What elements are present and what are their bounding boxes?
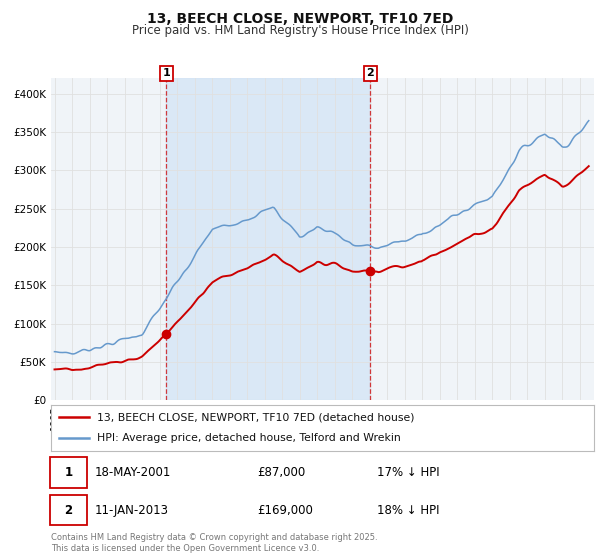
Text: 11-JAN-2013: 11-JAN-2013: [94, 504, 169, 517]
Text: Price paid vs. HM Land Registry's House Price Index (HPI): Price paid vs. HM Land Registry's House …: [131, 24, 469, 36]
Text: 1: 1: [163, 68, 170, 78]
Text: 1: 1: [64, 466, 73, 479]
Text: Contains HM Land Registry data © Crown copyright and database right 2025.
This d: Contains HM Land Registry data © Crown c…: [51, 533, 377, 553]
Text: HPI: Average price, detached house, Telford and Wrekin: HPI: Average price, detached house, Telf…: [97, 433, 401, 444]
Text: 18% ↓ HPI: 18% ↓ HPI: [377, 504, 439, 517]
Text: 13, BEECH CLOSE, NEWPORT, TF10 7ED: 13, BEECH CLOSE, NEWPORT, TF10 7ED: [147, 12, 453, 26]
Text: 2: 2: [64, 504, 73, 517]
Text: £87,000: £87,000: [257, 466, 305, 479]
Text: 2: 2: [367, 68, 374, 78]
Text: 18-MAY-2001: 18-MAY-2001: [94, 466, 171, 479]
Text: 13, BEECH CLOSE, NEWPORT, TF10 7ED (detached house): 13, BEECH CLOSE, NEWPORT, TF10 7ED (deta…: [97, 412, 415, 422]
Text: £169,000: £169,000: [257, 504, 313, 517]
Bar: [166, 78, 370, 400]
FancyBboxPatch shape: [50, 458, 87, 488]
Text: 17% ↓ HPI: 17% ↓ HPI: [377, 466, 439, 479]
FancyBboxPatch shape: [50, 495, 87, 525]
